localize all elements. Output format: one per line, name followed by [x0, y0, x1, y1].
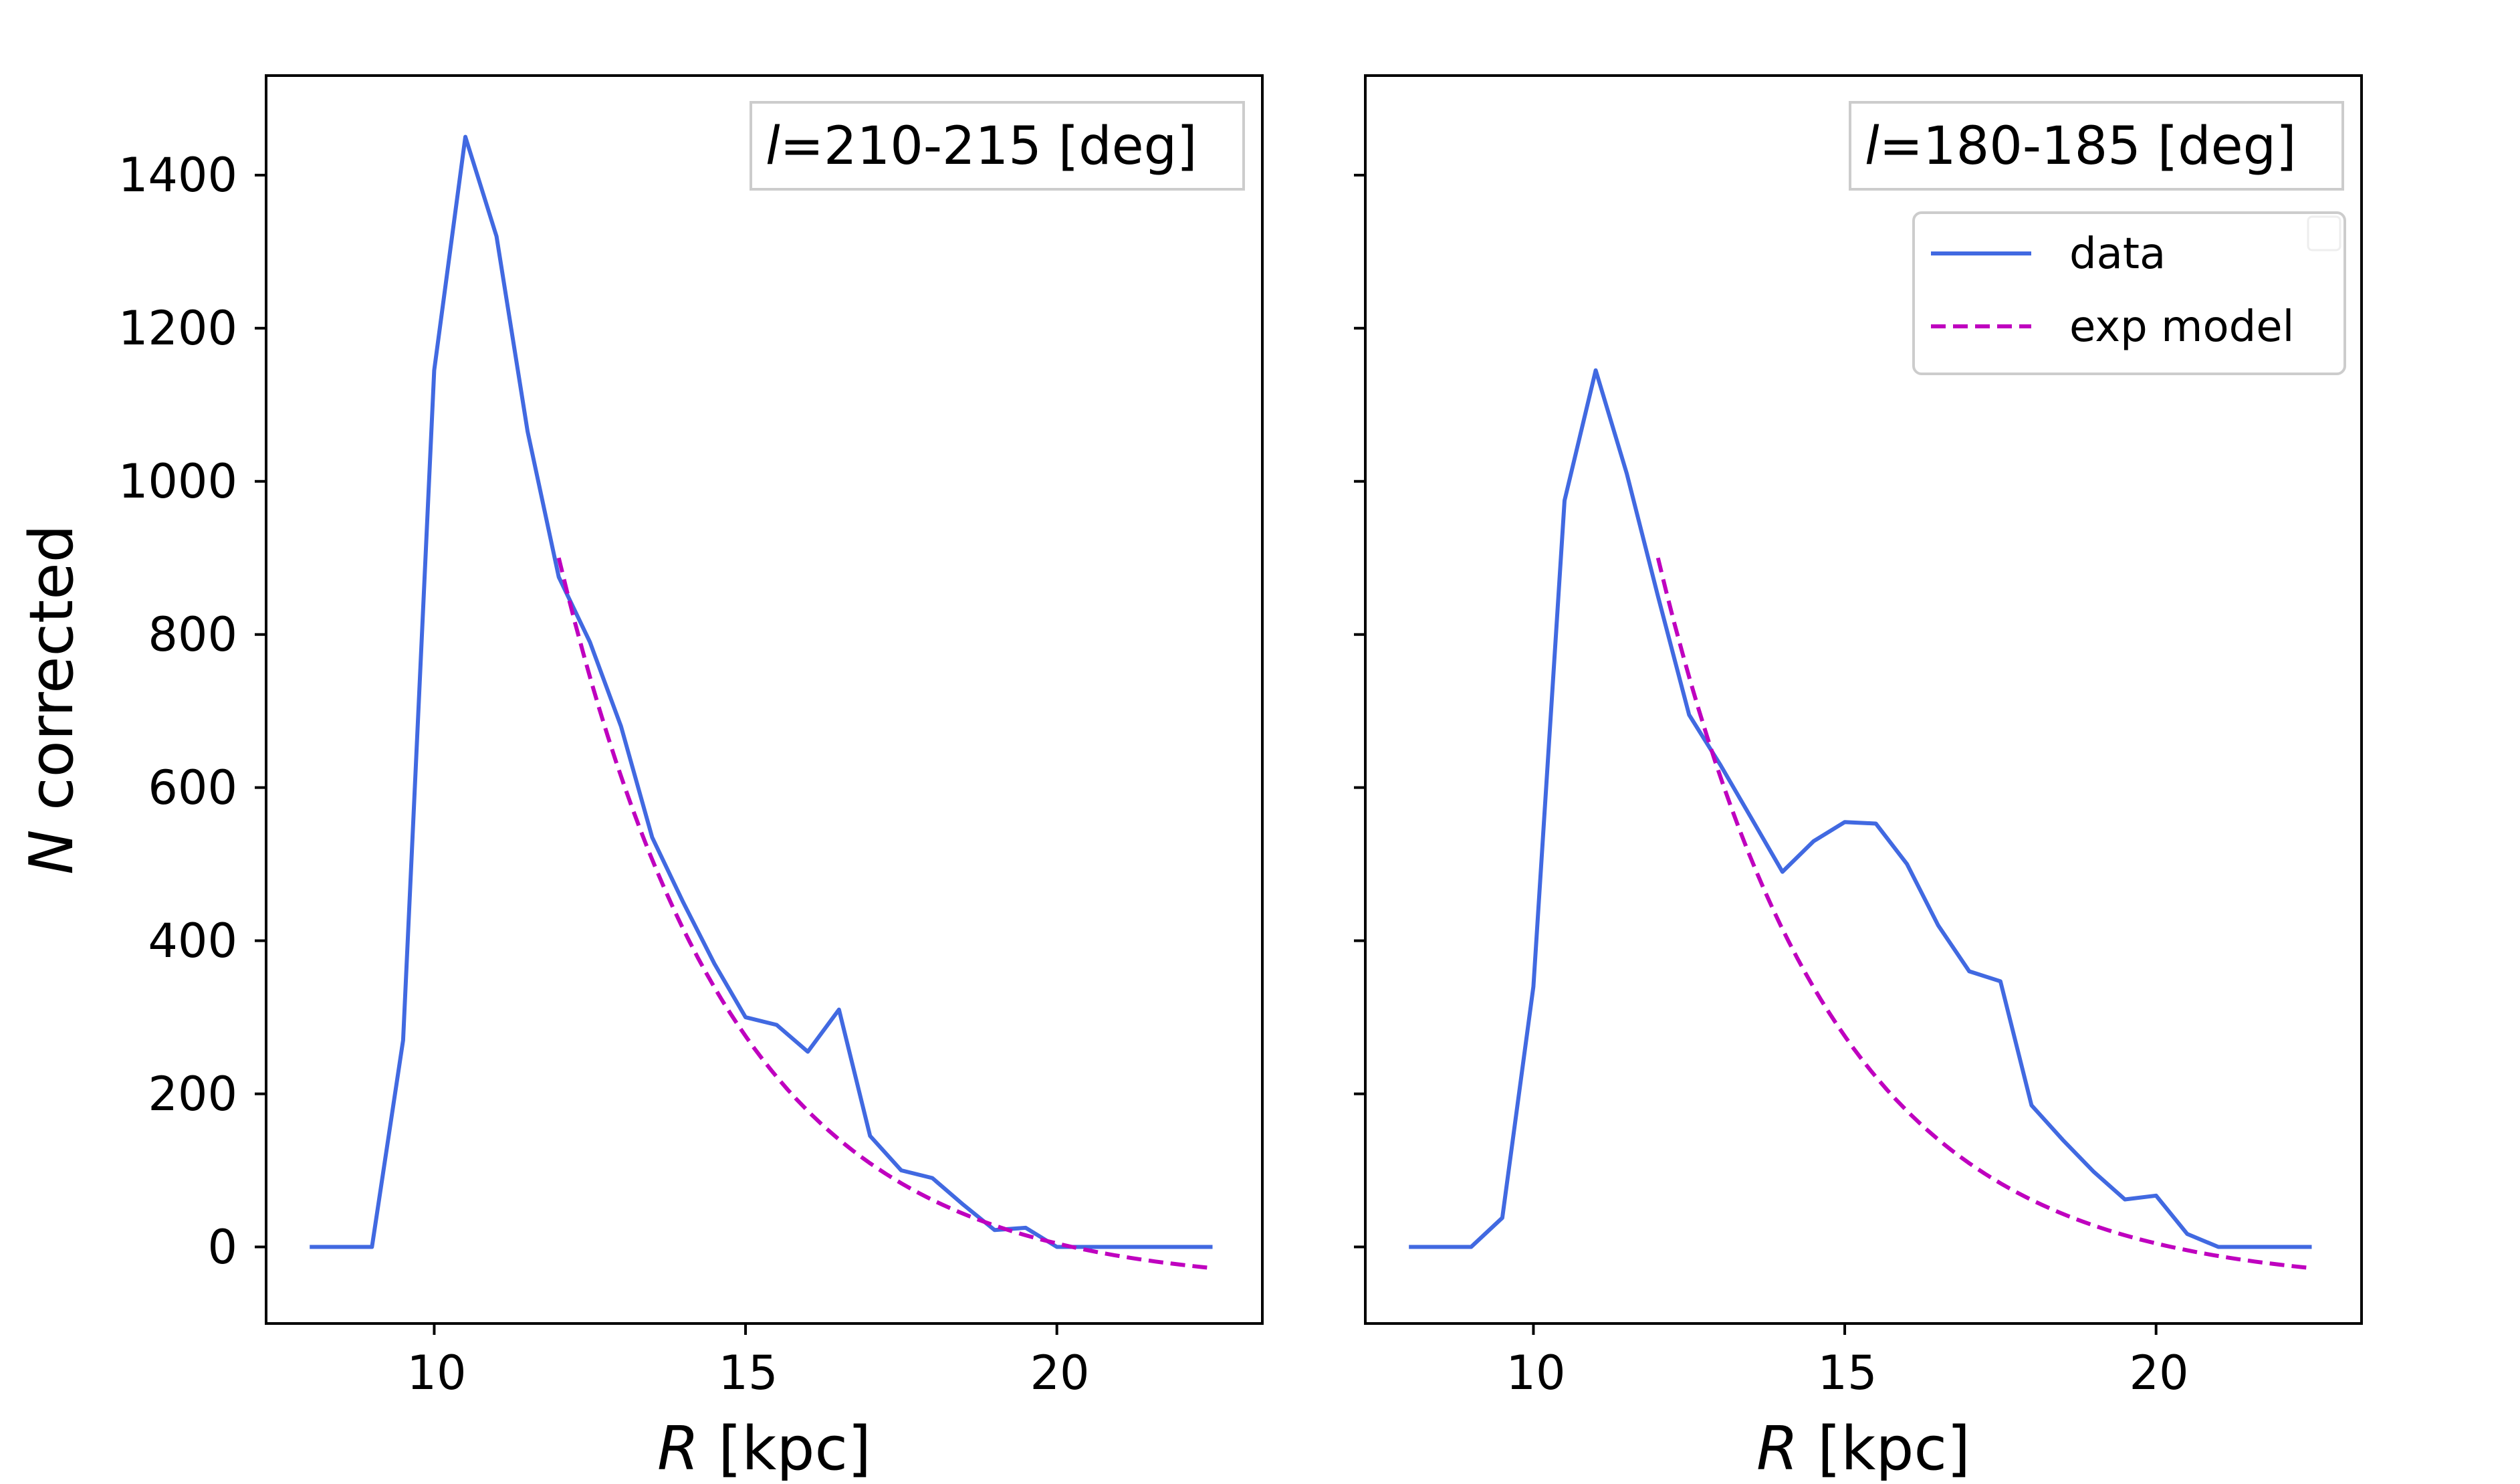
left-y-tick-label: 0: [207, 1220, 237, 1275]
left-x-axis-unit: [kpc]: [699, 1414, 871, 1481]
y-axis-label: N corrected: [17, 524, 87, 875]
left-x-tick-label: 20: [1030, 1346, 1089, 1400]
left-x-tick-label: 15: [718, 1346, 778, 1400]
left-y-tick-label: 800: [148, 607, 237, 662]
left-annotation-prefix: l: [766, 116, 780, 177]
right-series-layer: [1409, 368, 2312, 1271]
left-y-tick-label: 200: [148, 1067, 237, 1122]
right-x-axis-label: R [kpc]: [1756, 1414, 1970, 1481]
left-series-layer: [310, 134, 1213, 1271]
left-series-exp-model-line: [556, 557, 1213, 1271]
left-annotation-box: [750, 101, 1245, 191]
left-x-axis-label: R [kpc]: [657, 1414, 871, 1481]
left-plot-frame: [265, 74, 1264, 1325]
left-y-tick-label: 400: [148, 914, 237, 968]
left-x-axis-symbol: R: [657, 1414, 699, 1481]
right-x-axis-unit: [kpc]: [1798, 1414, 1970, 1481]
left-y-tick-label: 1000: [118, 454, 237, 509]
right-x-tick-label: 20: [2129, 1346, 2188, 1400]
right-x-tick-label: 15: [1817, 1346, 1877, 1400]
panel-left: 10 15 20 0 200 400 600 800 1000 1200 140…: [17, 74, 1264, 1484]
legend-model-label: exp model: [2069, 302, 2294, 352]
right-x-axis-symbol: R: [1756, 1414, 1799, 1481]
legend-data-label: data: [2069, 229, 2166, 279]
left-ticks-layer: [255, 173, 1058, 1335]
right-annotation-box: [1849, 101, 2344, 191]
right-x-tick-label: 10: [1506, 1346, 1565, 1400]
y-axis-text: corrected: [17, 524, 87, 829]
right-series-data-line: [1409, 368, 2312, 1249]
left-annotation-range: =210-215 [deg]: [780, 116, 1197, 177]
right-ticks-layer: [1354, 173, 2158, 1335]
right-annotation: l=180-185 [deg]: [1865, 116, 2297, 177]
right-annotation-prefix: l: [1865, 116, 1879, 177]
y-axis-symbol: N: [17, 829, 87, 874]
left-y-tick-label: 600: [148, 760, 237, 815]
right-annotation-range: =180-185 [deg]: [1879, 116, 2297, 177]
left-series-data-line: [310, 134, 1213, 1249]
legend-artifact-box: [2307, 215, 2341, 251]
left-y-tick-label: 1200: [118, 301, 237, 356]
left-annotation: l=210-215 [deg]: [766, 116, 1197, 177]
legend: data exp model: [1912, 211, 2346, 375]
left-y-tick-label: 1400: [118, 148, 237, 203]
panel-right: 10 15 20 R [kpc] l=180-185 [deg] data ex…: [1354, 74, 2363, 1484]
right-plot-frame: [1364, 74, 2363, 1325]
left-x-tick-label: 10: [407, 1346, 466, 1400]
right-series-exp-model-line: [1655, 557, 2312, 1271]
